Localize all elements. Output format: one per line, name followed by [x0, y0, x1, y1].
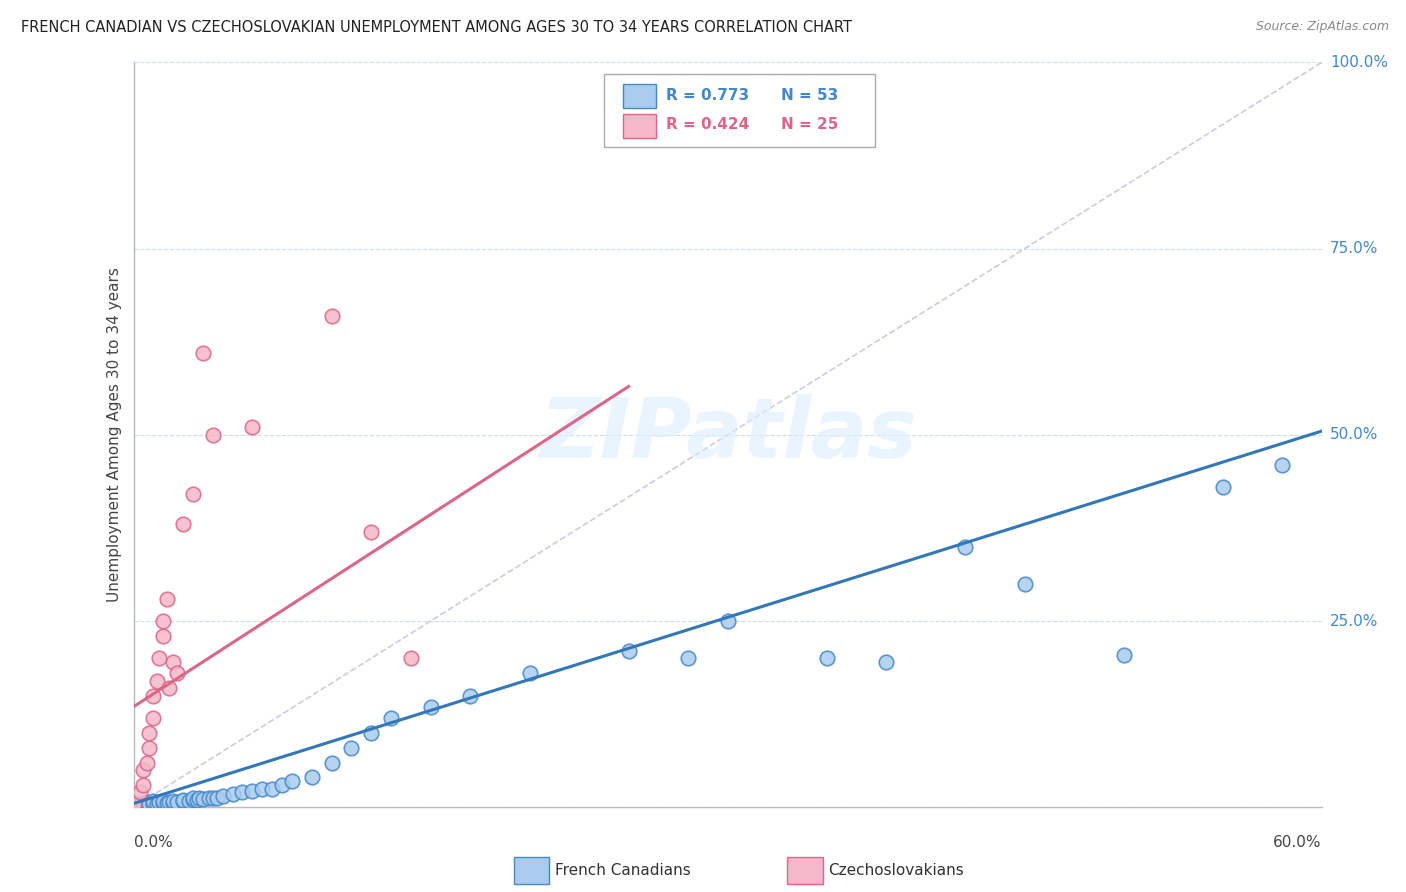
- Text: 25.0%: 25.0%: [1330, 614, 1378, 629]
- Point: [231, 785, 253, 799]
- Point: [186, 793, 208, 807]
- Text: R = 0.773: R = 0.773: [666, 88, 749, 103]
- Point: [242, 784, 264, 798]
- Point: [142, 711, 165, 725]
- Point: [1271, 458, 1294, 472]
- Text: FRENCH CANADIAN VS CZECHOSLOVAKIAN UNEMPLOYMENT AMONG AGES 30 TO 34 YEARS CORREL: FRENCH CANADIAN VS CZECHOSLOVAKIAN UNEMP…: [21, 20, 852, 35]
- Point: [187, 791, 209, 805]
- Point: [138, 797, 160, 811]
- Bar: [787, 857, 823, 884]
- Text: N = 53: N = 53: [782, 88, 838, 103]
- Point: [146, 797, 169, 811]
- Bar: [623, 114, 657, 137]
- Point: [152, 796, 174, 810]
- Point: [281, 774, 304, 789]
- Point: [172, 794, 194, 808]
- Point: [122, 797, 145, 811]
- Text: 100.0%: 100.0%: [1330, 55, 1388, 70]
- Point: [380, 711, 402, 725]
- Point: [201, 428, 224, 442]
- Point: [152, 629, 174, 643]
- Point: [875, 655, 897, 669]
- Point: [201, 790, 224, 805]
- Point: [128, 785, 150, 799]
- Point: [676, 651, 699, 665]
- Point: [136, 795, 159, 809]
- Point: [1014, 577, 1036, 591]
- Point: [138, 740, 160, 755]
- Point: [152, 794, 174, 808]
- Point: [157, 681, 180, 695]
- Point: [360, 726, 382, 740]
- Point: [399, 651, 422, 665]
- Point: [360, 524, 382, 539]
- Text: N = 25: N = 25: [782, 117, 838, 132]
- Point: [156, 796, 179, 810]
- Text: French Canadians: French Canadians: [555, 863, 692, 878]
- Point: [148, 651, 170, 665]
- Text: R = 0.424: R = 0.424: [666, 117, 749, 132]
- Point: [191, 346, 214, 360]
- Point: [1112, 648, 1135, 662]
- Point: [132, 778, 155, 792]
- Point: [132, 797, 155, 811]
- Point: [136, 756, 159, 770]
- Text: 60.0%: 60.0%: [1274, 835, 1322, 850]
- Point: [122, 797, 145, 811]
- Point: [142, 797, 165, 811]
- Y-axis label: Unemployment Among Ages 30 to 34 years: Unemployment Among Ages 30 to 34 years: [107, 268, 122, 602]
- Text: ZIPatlas: ZIPatlas: [538, 394, 917, 475]
- Text: Source: ZipAtlas.com: Source: ZipAtlas.com: [1256, 20, 1389, 33]
- Point: [162, 655, 184, 669]
- Text: 50.0%: 50.0%: [1330, 427, 1378, 442]
- Point: [242, 420, 264, 434]
- Text: Czechoslovakians: Czechoslovakians: [828, 863, 965, 878]
- Point: [205, 791, 228, 805]
- Point: [172, 517, 194, 532]
- Point: [172, 793, 194, 807]
- Point: [166, 795, 188, 809]
- Point: [166, 666, 188, 681]
- Point: [198, 790, 221, 805]
- Point: [458, 689, 481, 703]
- Point: [191, 792, 214, 806]
- Point: [1212, 480, 1234, 494]
- Point: [152, 614, 174, 628]
- Point: [181, 793, 204, 807]
- Point: [138, 726, 160, 740]
- Point: [953, 540, 976, 554]
- Point: [142, 794, 165, 808]
- Point: [321, 756, 343, 770]
- Point: [262, 781, 284, 796]
- Point: [148, 795, 170, 809]
- Point: [617, 644, 640, 658]
- Bar: [623, 84, 657, 108]
- FancyBboxPatch shape: [605, 74, 875, 147]
- Point: [519, 666, 541, 681]
- Point: [221, 787, 243, 801]
- Point: [157, 795, 180, 809]
- Point: [252, 781, 274, 796]
- Point: [142, 689, 165, 703]
- Point: [717, 614, 740, 628]
- Point: [211, 789, 233, 803]
- Point: [146, 673, 169, 688]
- Point: [156, 591, 179, 606]
- Point: [340, 740, 363, 755]
- Text: 0.0%: 0.0%: [134, 835, 173, 850]
- Point: [815, 651, 838, 665]
- Point: [301, 771, 323, 785]
- Point: [162, 794, 184, 808]
- Point: [271, 778, 294, 792]
- Point: [419, 699, 441, 714]
- Text: 75.0%: 75.0%: [1330, 241, 1378, 256]
- Point: [162, 796, 184, 810]
- Point: [181, 487, 204, 501]
- Bar: [513, 857, 550, 884]
- Point: [321, 309, 343, 323]
- Point: [132, 763, 155, 777]
- Point: [181, 791, 204, 805]
- Point: [128, 797, 150, 811]
- Point: [177, 793, 200, 807]
